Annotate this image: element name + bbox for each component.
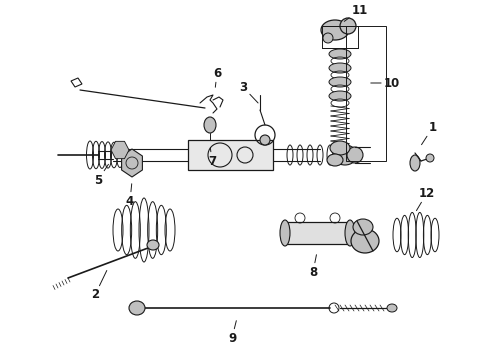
Text: 11: 11 (344, 4, 368, 21)
Ellipse shape (329, 63, 351, 73)
Text: 1: 1 (421, 121, 437, 145)
Text: 10: 10 (371, 77, 400, 90)
Text: 7: 7 (208, 148, 216, 167)
Ellipse shape (330, 141, 350, 155)
Ellipse shape (129, 301, 145, 315)
Bar (188, 140, 273, 170)
Ellipse shape (387, 304, 397, 312)
Ellipse shape (204, 117, 216, 133)
Ellipse shape (280, 220, 290, 246)
Ellipse shape (410, 155, 420, 171)
Ellipse shape (426, 154, 434, 162)
Ellipse shape (260, 135, 270, 145)
Bar (346, 26, 386, 161)
Text: 9: 9 (228, 321, 236, 345)
Ellipse shape (329, 77, 351, 87)
Ellipse shape (147, 240, 159, 250)
Ellipse shape (351, 229, 379, 253)
Ellipse shape (329, 49, 351, 59)
Ellipse shape (353, 219, 373, 235)
Polygon shape (122, 149, 143, 177)
Text: 4: 4 (126, 184, 134, 207)
Bar (285, 222, 350, 244)
Text: 12: 12 (416, 186, 435, 211)
Ellipse shape (323, 33, 333, 43)
Ellipse shape (321, 20, 349, 40)
Ellipse shape (340, 18, 356, 34)
Text: 3: 3 (239, 81, 258, 103)
Text: 8: 8 (309, 255, 317, 279)
Ellipse shape (327, 154, 343, 166)
Ellipse shape (333, 145, 357, 165)
Ellipse shape (345, 220, 355, 246)
Bar (322, 26, 358, 48)
Polygon shape (111, 141, 129, 159)
Text: 6: 6 (213, 67, 221, 87)
Text: 2: 2 (91, 270, 107, 302)
Text: 5: 5 (94, 164, 108, 186)
Ellipse shape (329, 91, 351, 101)
Ellipse shape (347, 147, 363, 163)
